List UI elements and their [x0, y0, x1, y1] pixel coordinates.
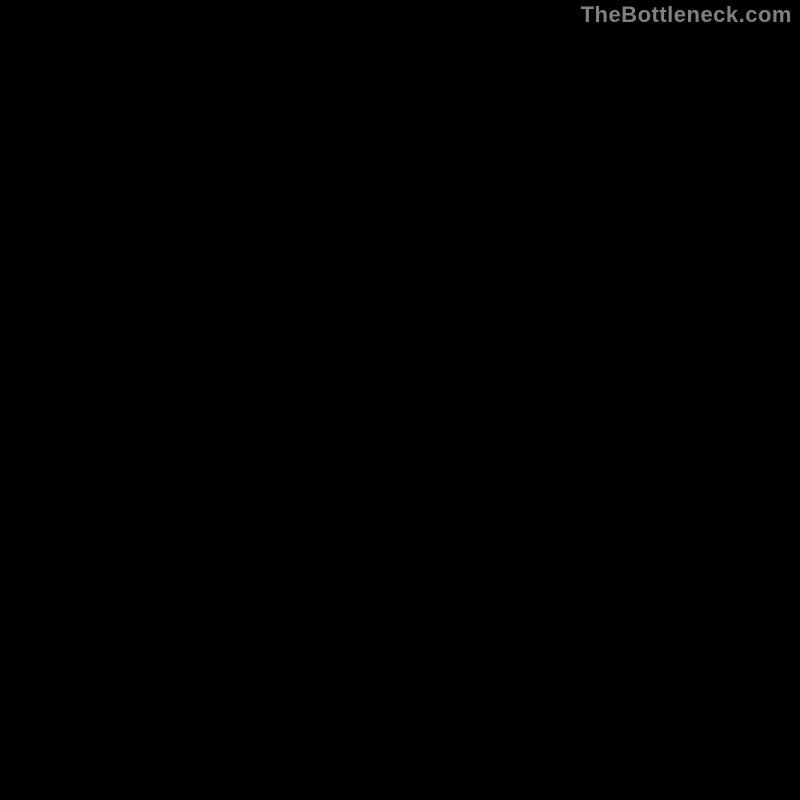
chart-outer-frame: TheBottleneck.com — [0, 0, 800, 800]
watermark-text: TheBottleneck.com — [581, 2, 792, 28]
crosshair-overlay — [46, 28, 762, 756]
